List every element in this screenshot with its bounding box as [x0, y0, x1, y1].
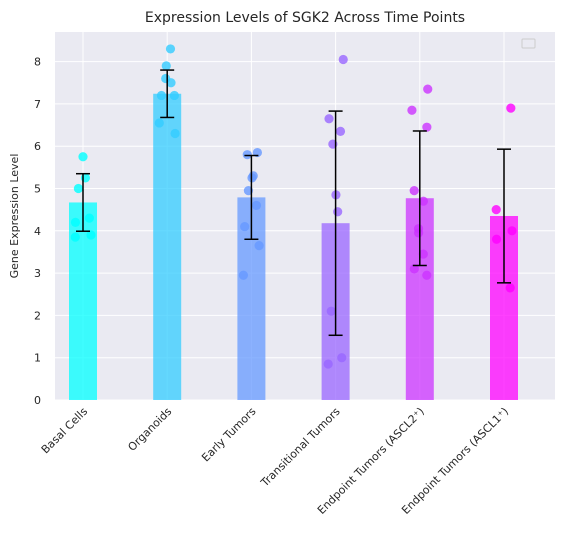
y-tick-label: 0 [34, 394, 41, 407]
data-point [165, 44, 176, 54]
data-point [422, 122, 432, 132]
data-point [409, 264, 419, 274]
data-point [326, 306, 336, 316]
y-tick-label: 6 [34, 140, 41, 153]
data-point [70, 217, 81, 227]
data-point [323, 359, 333, 369]
data-point [491, 234, 502, 244]
data-point [84, 213, 94, 223]
data-point [242, 150, 252, 160]
data-point [409, 186, 419, 196]
x-tick-label: Basal Cells [39, 405, 91, 457]
data-point [154, 118, 164, 128]
data-point [238, 270, 249, 280]
data-point [407, 105, 417, 115]
data-point [73, 183, 83, 194]
data-point [166, 78, 176, 88]
y-tick-label: 4 [34, 225, 41, 238]
data-point [70, 232, 80, 242]
y-tick-label: 1 [34, 352, 41, 365]
data-point [80, 173, 91, 183]
y-axis-label: Gene Expression Level [8, 154, 21, 279]
data-point [240, 221, 250, 232]
data-point [491, 205, 501, 215]
data-point [161, 61, 171, 71]
bar [153, 93, 182, 401]
data-point [337, 353, 347, 363]
data-point [414, 228, 424, 238]
data-point [254, 241, 264, 251]
y-tick-label: 2 [34, 309, 41, 322]
y-tick-label: 3 [34, 267, 41, 280]
y-tick-label: 8 [34, 56, 41, 69]
data-point [418, 249, 428, 259]
data-point [86, 230, 96, 240]
plot-area [55, 32, 555, 400]
data-point [169, 90, 179, 101]
y-tick-label: 5 [34, 183, 41, 196]
data-point [156, 90, 167, 101]
x-tick-label: Transitional Tumors [258, 405, 343, 490]
data-point [78, 152, 88, 162]
x-tick-label: Organoids [125, 405, 174, 454]
data-point [423, 84, 433, 94]
data-point [418, 196, 428, 206]
y-tick-label: 7 [34, 98, 41, 111]
data-point [324, 114, 334, 124]
data-point [251, 200, 262, 211]
data-point [333, 207, 343, 217]
legend-box [521, 38, 536, 49]
data-point [338, 54, 348, 65]
data-point [335, 126, 346, 137]
chart-title: Expression Levels of SGK2 Across Time Po… [145, 10, 465, 26]
data-point [507, 226, 517, 236]
data-point [506, 103, 516, 113]
x-tick-label: Early Tumors [199, 405, 259, 465]
data-point [505, 283, 515, 293]
data-point [422, 270, 432, 280]
data-point [170, 128, 180, 139]
